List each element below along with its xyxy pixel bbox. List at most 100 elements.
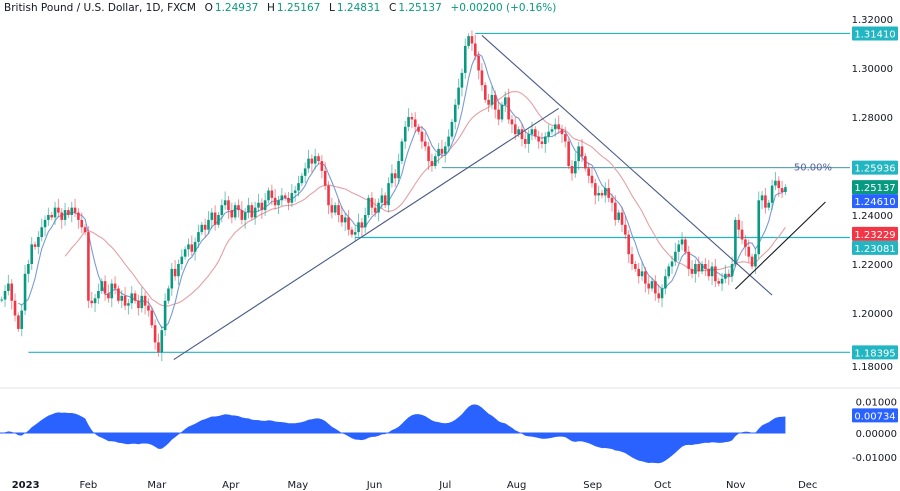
candle-up (597, 192, 600, 196)
trendline (735, 201, 826, 290)
candle-up (333, 205, 337, 213)
candle-down (440, 148, 444, 154)
candle-down (540, 141, 544, 144)
candle-up (503, 97, 507, 105)
candle-up (297, 183, 300, 191)
candle-down (143, 295, 147, 306)
candle-down (67, 210, 70, 215)
candle-down (627, 234, 630, 255)
candle-down (150, 310, 154, 326)
price-axis-tick: 1.24000 (852, 211, 893, 222)
candle-down (570, 166, 574, 174)
candle-up (604, 188, 607, 196)
close-label: C (389, 2, 397, 14)
last-price-tag: 1.25137 (854, 183, 895, 194)
price-axis-tick: 1.32000 (852, 15, 893, 26)
candle-up (40, 227, 44, 238)
candle-down (740, 229, 744, 240)
candle-down (240, 210, 244, 220)
candle-up (170, 268, 174, 289)
time-axis-tick: Nov (726, 480, 746, 491)
candle-up (23, 273, 27, 311)
candle-down (260, 202, 264, 211)
candle-up (183, 249, 187, 257)
high-label: H (267, 2, 275, 14)
candle-up (93, 298, 97, 304)
candle-up (547, 131, 550, 137)
slow-ma-tag: 1.23229 (854, 230, 895, 241)
open-value: 1.24937 (214, 2, 259, 14)
candle-up (140, 295, 144, 309)
candle-down (557, 124, 560, 130)
candle-down (520, 129, 524, 140)
candle-up (530, 129, 534, 135)
candle-down (350, 229, 354, 235)
candle-up (490, 94, 494, 105)
close-value: 1.25137 (398, 2, 442, 14)
candle-down (10, 283, 14, 301)
candle-down (50, 215, 54, 218)
candle-up (443, 146, 447, 154)
candle-down (580, 146, 584, 157)
candle-up (403, 126, 407, 142)
candle-up (257, 202, 260, 208)
candle-down (644, 271, 647, 284)
candle-down (323, 170, 327, 186)
candle-up (734, 219, 737, 264)
candle-up (280, 195, 284, 201)
candle-down (427, 146, 430, 162)
time-axis-tick: Sep (583, 480, 602, 491)
candle-down (287, 197, 290, 203)
candle-up (130, 293, 134, 304)
candle-down (510, 119, 514, 125)
trendline (173, 107, 559, 361)
candle-up (650, 281, 654, 289)
price-axis-tick: 1.28000 (852, 113, 893, 124)
candle-up (544, 136, 547, 144)
level-price-tag-box (852, 160, 898, 175)
candle-up (730, 264, 734, 277)
candle-up (127, 303, 130, 306)
candle-up (500, 104, 504, 120)
candle-down (507, 97, 510, 120)
time-axis-tick: Oct (654, 480, 671, 491)
level-price-tag-box (852, 26, 898, 41)
candle-up (197, 232, 200, 242)
oscillator-axis-tick: 0.00000 (856, 429, 897, 440)
candle-down (60, 212, 64, 220)
candle-up (724, 273, 727, 279)
oscillator-value-tag: 0.00734 (854, 411, 895, 422)
fib-level-label: 50.00% (794, 163, 832, 174)
level-price-tag: 1.31410 (854, 29, 895, 40)
candle-down (423, 141, 427, 147)
candle-up (47, 215, 50, 220)
candle-down (147, 305, 150, 311)
price-axis-tick: 1.20000 (852, 309, 893, 320)
candle-up (680, 239, 684, 245)
candle-down (340, 215, 344, 223)
candle-up (387, 183, 390, 206)
candle-up (390, 173, 394, 184)
time-axis-tick: Jun (366, 480, 383, 491)
candle-up (363, 215, 367, 228)
candle-down (690, 268, 694, 274)
candle-down (714, 266, 717, 282)
candle-down (13, 300, 17, 316)
candle-down (383, 195, 387, 206)
candle-down (717, 281, 721, 284)
low-value: 1.24831 (336, 2, 381, 14)
level-price-tag: 1.23081 (854, 244, 895, 255)
candle-down (684, 239, 687, 252)
candle-down (420, 131, 424, 142)
last-price-tag-box (852, 180, 898, 195)
candle-up (200, 224, 204, 233)
candle-down (317, 156, 320, 162)
oscillator-axis-tick: 0.01000 (856, 398, 897, 409)
time-axis-tick: Apr (222, 480, 240, 491)
candle-down (330, 205, 334, 213)
candle-down (273, 197, 277, 206)
candle-down (620, 212, 624, 225)
time-axis-tick: Dec (798, 480, 817, 491)
candle-down (584, 156, 587, 169)
